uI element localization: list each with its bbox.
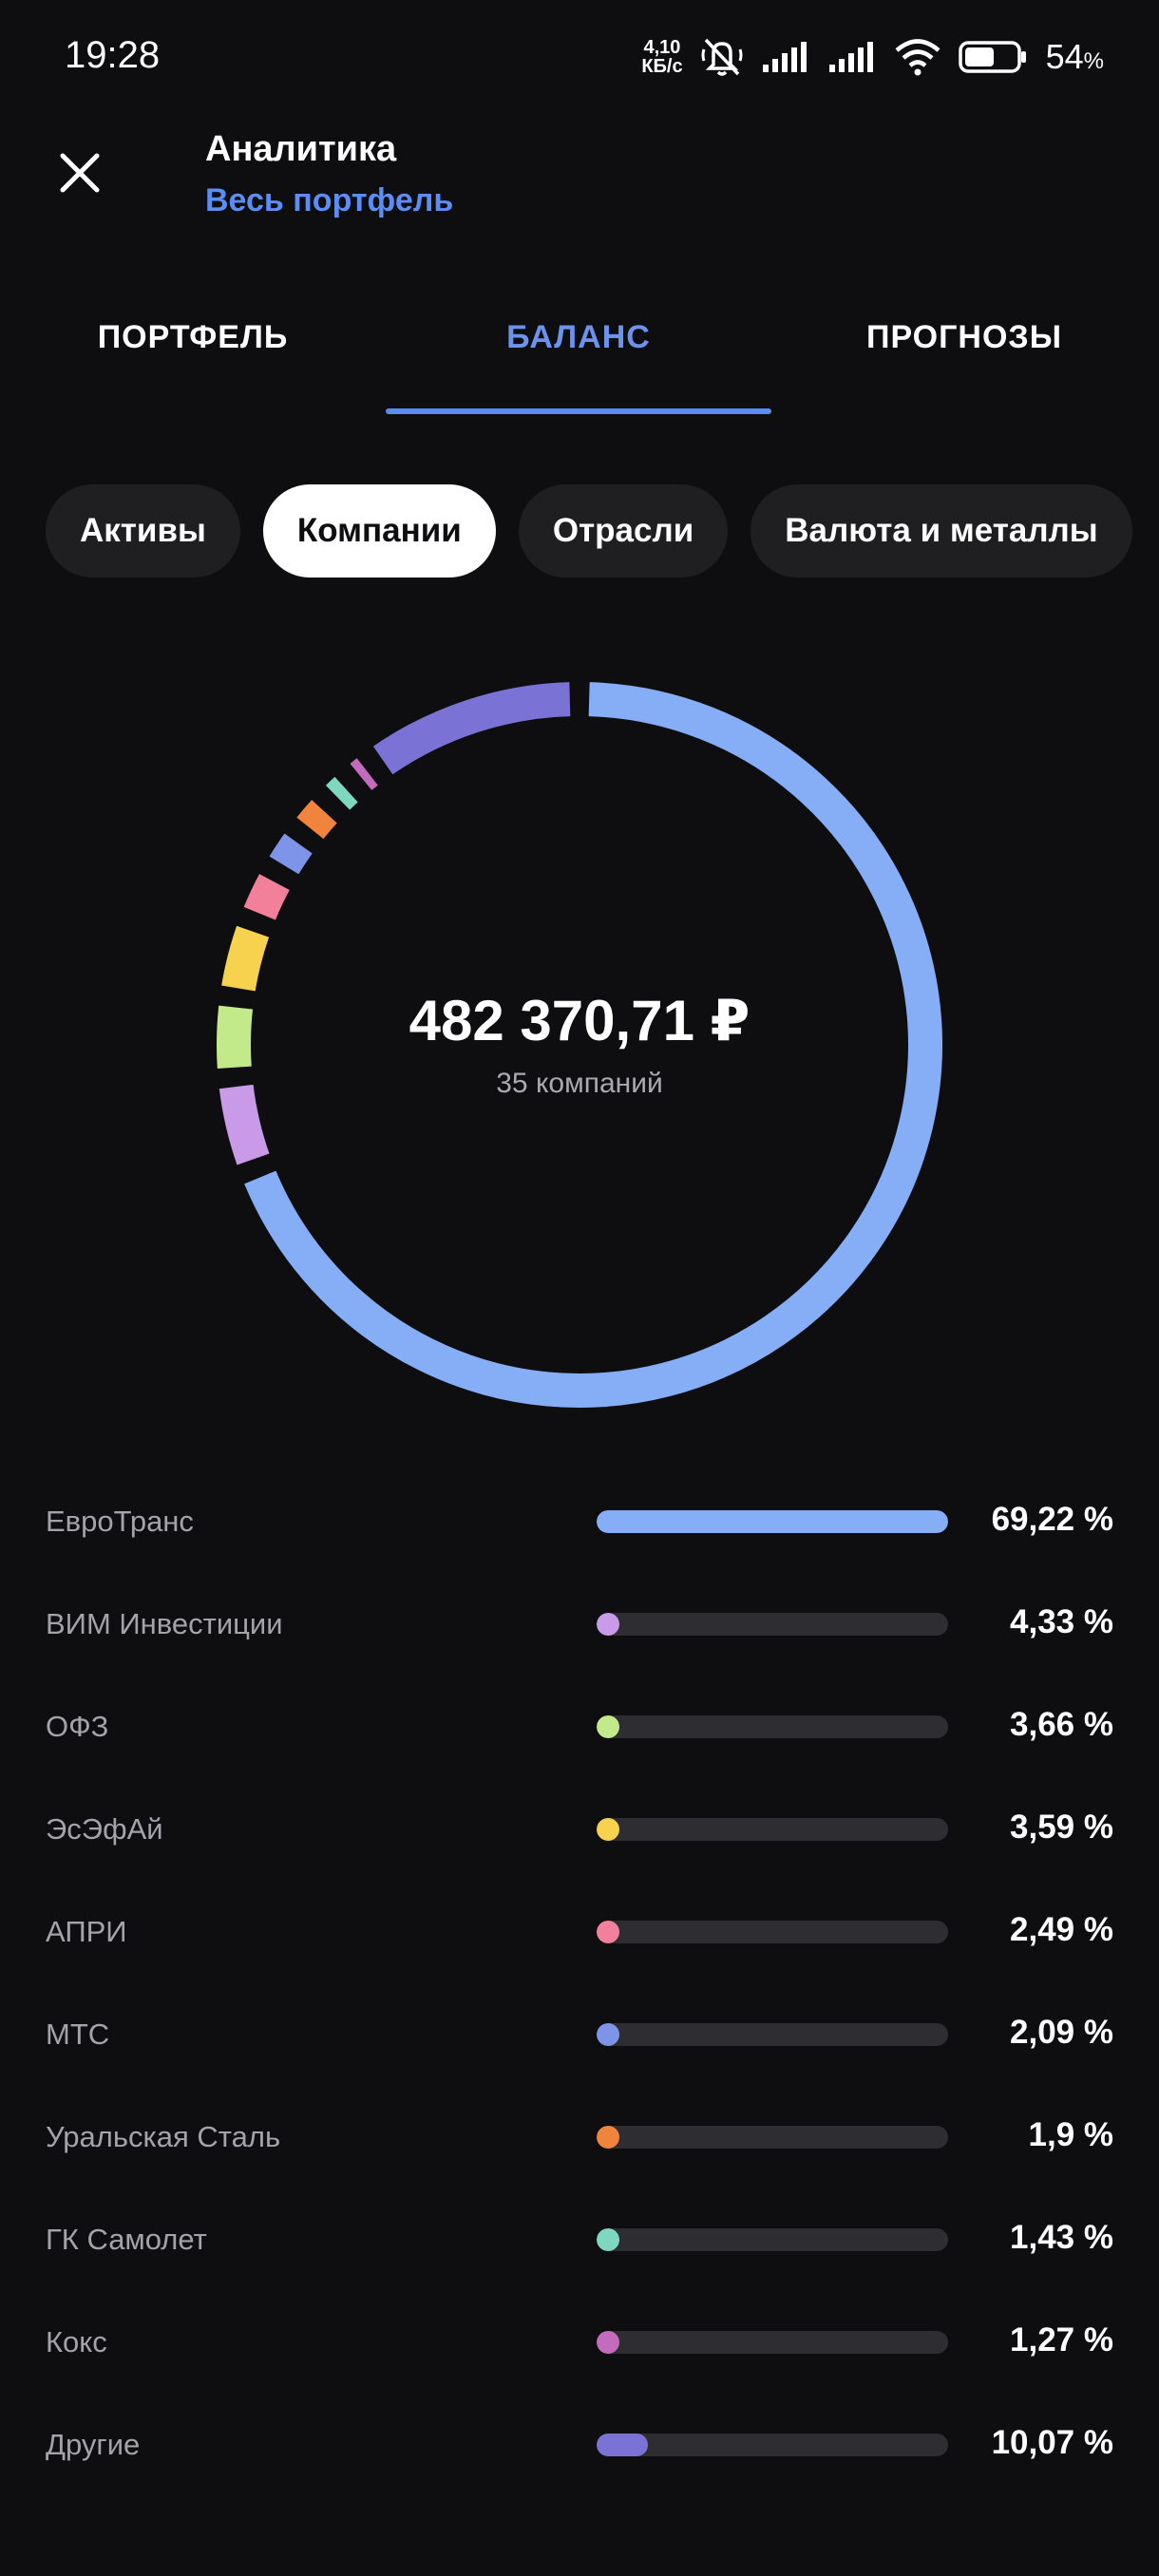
mute-icon bbox=[700, 36, 744, 78]
company-name: МТС bbox=[46, 2017, 110, 2051]
share-bar-track bbox=[597, 2434, 948, 2456]
company-share: 1,9 % bbox=[1028, 2116, 1114, 2153]
share-bar-track bbox=[597, 1510, 948, 1533]
companies-list: ЕвроТранс 69,22 % ВИМ Инвестиции 4,33 % ОФЗ 3… bbox=[0, 1468, 1159, 2494]
chip-currency-metals[interactable]: Валюта и металлы bbox=[750, 484, 1132, 578]
company-name: ГК Самолет bbox=[46, 2223, 207, 2256]
donut-slice-9[interactable] bbox=[350, 758, 378, 790]
company-share: 10,07 % bbox=[991, 2424, 1113, 2461]
share-bar-track bbox=[597, 1818, 948, 1841]
donut-slice-5[interactable] bbox=[243, 874, 290, 920]
share-bar-fill bbox=[597, 1613, 619, 1636]
donut-slice-3[interactable] bbox=[217, 1005, 254, 1069]
wifi-icon bbox=[894, 38, 941, 76]
donut-slice-7[interactable] bbox=[296, 800, 337, 840]
list-item[interactable]: ЭсЭфАй 3,59 % bbox=[0, 1776, 1159, 1879]
company-share: 69,22 % bbox=[991, 1501, 1113, 1538]
share-bar-track bbox=[597, 2126, 948, 2149]
company-name: ОФЗ bbox=[46, 1710, 109, 1743]
tab-balance[interactable]: БАЛАНС bbox=[506, 319, 651, 355]
donut-slice-1[interactable] bbox=[244, 682, 942, 1408]
active-tab-indicator bbox=[386, 408, 771, 414]
company-name: Уральская Сталь bbox=[46, 2120, 281, 2153]
donut-slice-10[interactable] bbox=[372, 682, 571, 775]
list-item[interactable]: Кокс 1,27 % bbox=[0, 2289, 1159, 2392]
share-bar-fill bbox=[597, 1818, 619, 1841]
battery-icon bbox=[958, 40, 1029, 74]
chip-companies[interactable]: Компании bbox=[262, 484, 496, 578]
tab-forecasts[interactable]: ПРОГНОЗЫ bbox=[866, 319, 1062, 355]
share-bar-track bbox=[597, 1613, 948, 1636]
tab-bar: ПОРТФЕЛЬ БАЛАНС ПРОГНОЗЫ bbox=[0, 304, 1159, 418]
share-bar-fill bbox=[597, 1715, 619, 1738]
list-item[interactable]: ЕвроТранс 69,22 % bbox=[0, 1468, 1159, 1571]
company-share: 1,27 % bbox=[1010, 2321, 1113, 2358]
share-bar-track bbox=[597, 2331, 948, 2354]
donut-chart: 482 370,71 ₽ 35 компаний bbox=[200, 665, 960, 1425]
list-item[interactable]: ОФЗ 3,66 % bbox=[0, 1674, 1159, 1776]
share-bar-fill bbox=[597, 2228, 619, 2251]
donut-slice-2[interactable] bbox=[218, 1084, 270, 1165]
net-speed-unit: КБ/с bbox=[641, 56, 683, 77]
share-bar-track bbox=[597, 2228, 948, 2251]
share-bar-track bbox=[597, 1715, 948, 1738]
share-bar-fill bbox=[597, 1510, 948, 1533]
signal-icon bbox=[761, 40, 810, 74]
company-share: 2,49 % bbox=[1010, 1911, 1113, 1948]
donut-chart-svg bbox=[217, 682, 942, 1408]
company-share: 3,59 % bbox=[1010, 1809, 1113, 1846]
battery-percent: 54% bbox=[1045, 37, 1104, 76]
signal-icon bbox=[827, 40, 877, 74]
donut-slice-6[interactable] bbox=[269, 833, 313, 875]
company-name: ЕвроТранс bbox=[46, 1505, 194, 1538]
donut-slice-8[interactable] bbox=[325, 776, 358, 810]
close-icon bbox=[60, 153, 100, 193]
chip-assets[interactable]: Активы bbox=[46, 484, 240, 578]
company-share: 3,66 % bbox=[1010, 1706, 1113, 1743]
company-name: ЭсЭфАй bbox=[46, 1812, 163, 1846]
list-item[interactable]: МТС 2,09 % bbox=[0, 1981, 1159, 2084]
net-speed-value: 4,10 bbox=[643, 37, 681, 58]
company-share: 1,43 % bbox=[1010, 2219, 1113, 2256]
company-share: 2,09 % bbox=[1010, 2014, 1113, 2051]
list-item[interactable]: Уральская Сталь 1,9 % bbox=[0, 2084, 1159, 2187]
portfolio-total: 482 370,71 ₽ bbox=[408, 989, 750, 1052]
donut-slice-4[interactable] bbox=[221, 925, 270, 992]
status-icons: 4,10 КБ/с bbox=[641, 28, 1104, 85]
share-bar-track bbox=[597, 1921, 948, 1943]
company-name: ВИМ Инвестиции bbox=[46, 1607, 283, 1640]
share-bar-track bbox=[597, 2023, 948, 2046]
tab-portfolio[interactable]: ПОРТФЕЛЬ bbox=[97, 319, 289, 355]
share-bar-fill bbox=[597, 2023, 619, 2046]
share-bar-fill bbox=[597, 2331, 619, 2354]
list-item[interactable]: АПРИ 2,49 % bbox=[0, 1879, 1159, 1981]
net-speed: 4,10 КБ/с bbox=[641, 38, 682, 76]
share-bar-fill bbox=[597, 2434, 648, 2456]
close-button[interactable] bbox=[49, 142, 110, 203]
list-item[interactable]: Другие 10,07 % bbox=[0, 2392, 1159, 2494]
company-name: АПРИ bbox=[46, 1915, 127, 1948]
company-name: Кокс bbox=[46, 2325, 107, 2358]
companies-count: 35 компаний bbox=[496, 1068, 663, 1099]
filter-chips: Активы Компании Отрасли Валюта и металлы bbox=[46, 484, 1132, 578]
status-bar: 19:28 4,10 КБ/с bbox=[0, 0, 1159, 114]
portfolio-selector[interactable]: Весь портфель bbox=[205, 182, 454, 218]
status-time: 19:28 bbox=[65, 34, 161, 76]
share-bar-fill bbox=[597, 1921, 619, 1943]
company-share: 4,33 % bbox=[1010, 1603, 1113, 1640]
list-item[interactable]: ГК Самолет 1,43 % bbox=[0, 2187, 1159, 2289]
chip-industries[interactable]: Отрасли bbox=[518, 484, 729, 578]
page-title: Аналитика bbox=[205, 129, 397, 169]
company-name: Другие bbox=[46, 2428, 141, 2461]
list-item[interactable]: ВИМ Инвестиции 4,33 % bbox=[0, 1571, 1159, 1674]
share-bar-fill bbox=[597, 2126, 619, 2149]
